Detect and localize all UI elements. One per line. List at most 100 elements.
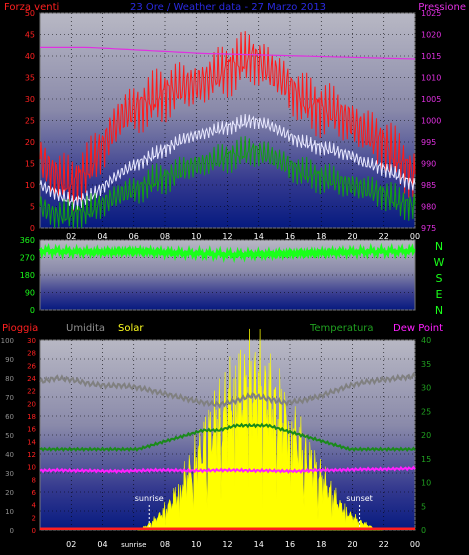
- wind-axis-title: Forza venti: [4, 2, 59, 13]
- time-tick-label: 22: [379, 540, 389, 549]
- time-tick-label: 14: [254, 232, 264, 241]
- humidity-tick-label: 90: [5, 356, 14, 364]
- rain-tick-label: 2: [32, 514, 36, 522]
- compass-label: N: [435, 304, 443, 317]
- direction-tick-label: 270: [20, 254, 35, 263]
- temp-tick-label: 40: [421, 336, 431, 345]
- legend-dew-point: Dew Point: [393, 323, 443, 334]
- temp-tick-label: 0: [421, 526, 426, 535]
- wind-direction-line: [39, 242, 416, 264]
- direction-tick-label: 0: [30, 306, 35, 315]
- time-tick-label: 10: [191, 540, 201, 549]
- pressure-tick-label: 1025: [421, 9, 441, 18]
- wind-tick-label: 10: [25, 181, 35, 190]
- time-tick-label: 20: [347, 540, 357, 549]
- compass-label: E: [436, 288, 443, 301]
- time-tick-label: 16: [285, 540, 295, 549]
- time-tick-label: 22: [379, 232, 389, 241]
- time-tick-label: 08: [160, 540, 170, 549]
- compass-label: N: [435, 240, 443, 253]
- rain-tick-label: 0: [32, 527, 36, 535]
- time-tick-label: 10: [191, 232, 201, 241]
- pressure-tick-label: 985: [421, 181, 436, 190]
- solar-area: [136, 328, 383, 531]
- humidity-tick-label: 60: [5, 413, 14, 421]
- time-tick-label: 04: [97, 540, 107, 549]
- time-tick-label: 08: [160, 232, 170, 241]
- rain-tick-label: 26: [27, 362, 36, 370]
- humidity-tick-label: 80: [5, 375, 14, 383]
- temp-tick-label: 35: [421, 360, 431, 369]
- temperature-line: [39, 422, 416, 453]
- time-tick-label: 00: [410, 232, 420, 241]
- time-tick-label: 02: [66, 232, 76, 241]
- wind-tick-label: 0: [30, 224, 35, 233]
- time-tick-label: sunrise: [121, 541, 146, 549]
- pressure-tick-label: 990: [421, 160, 436, 169]
- rain-tick-label: 4: [32, 502, 37, 510]
- direction-tick-label: 90: [25, 289, 35, 298]
- dewpoint-line: [39, 465, 416, 474]
- wind-average-line: [39, 114, 416, 210]
- time-tick-label: 12: [222, 232, 232, 241]
- wind-tick-label: 35: [25, 74, 35, 83]
- rain-tick-label: 16: [27, 426, 36, 434]
- wind-tick-label: 45: [25, 31, 35, 40]
- legend-solar: Solar: [118, 323, 144, 334]
- rain-tick-label: 22: [27, 388, 36, 396]
- rain-tick-label: 20: [27, 400, 36, 408]
- time-tick-label: 18: [316, 232, 326, 241]
- sunrise-label: sunrise: [135, 494, 164, 503]
- time-tick-label: 06: [129, 232, 139, 241]
- temp-tick-label: 25: [421, 407, 431, 416]
- chart-title: 23 Ore / Weather data - 27 Marzo 2013: [130, 2, 326, 13]
- time-tick-label: 02: [66, 540, 76, 549]
- rain-tick-label: 30: [27, 337, 36, 345]
- rain-tick-label: 18: [27, 413, 36, 421]
- rain-tick-label: 12: [27, 451, 36, 459]
- compass-label: S: [436, 272, 443, 285]
- pressure-tick-label: 995: [421, 138, 436, 147]
- pressure-tick-label: 1005: [421, 95, 441, 104]
- humidity-tick-label: 0: [10, 527, 14, 535]
- time-tick-label: 04: [97, 232, 107, 241]
- pressure-tick-label: 975: [421, 224, 436, 233]
- temp-tick-label: 15: [421, 455, 431, 464]
- rain-tick-label: 14: [27, 438, 36, 446]
- humidity-tick-label: 10: [5, 508, 14, 516]
- rain-tick-label: 8: [32, 476, 36, 484]
- humidity-tick-label: 30: [5, 470, 14, 478]
- time-tick-label: 20: [347, 232, 357, 241]
- humidity-tick-label: 50: [5, 432, 14, 440]
- wind-tick-label: 25: [25, 117, 35, 126]
- temp-tick-label: 30: [421, 384, 431, 393]
- temp-tick-label: 20: [421, 431, 431, 440]
- wind-tick-label: 15: [25, 160, 35, 169]
- humidity-tick-label: 40: [5, 451, 14, 459]
- pressure-axis-title: Pressione: [418, 2, 466, 13]
- pressure-tick-label: 1015: [421, 52, 441, 61]
- rain-tick-label: 10: [27, 464, 36, 472]
- time-tick-label: 16: [285, 232, 295, 241]
- rain-tick-label: 6: [32, 489, 37, 497]
- wind-tick-label: 20: [25, 138, 35, 147]
- time-tick-label: 12: [222, 540, 232, 549]
- pressure-tick-label: 1020: [421, 31, 441, 40]
- wind-tick-label: 30: [25, 95, 35, 104]
- direction-tick-label: 180: [20, 271, 35, 280]
- time-tick-label: 14: [254, 540, 264, 549]
- pressure-tick-label: 1000: [421, 117, 441, 126]
- wind-tick-label: 50: [25, 9, 35, 18]
- temp-tick-label: 5: [421, 502, 426, 511]
- temp-tick-label: 10: [421, 479, 431, 488]
- pressure-tick-label: 980: [421, 203, 436, 212]
- wind-tick-label: 40: [25, 52, 35, 61]
- rain-tick-label: 28: [27, 350, 36, 358]
- pressure-tick-label: 1010: [421, 74, 441, 83]
- humidity-line: [39, 371, 416, 409]
- legend-umidita: Umidita: [66, 323, 105, 334]
